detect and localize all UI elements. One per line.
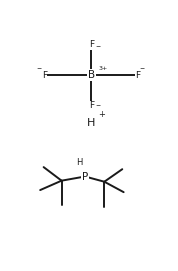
Text: −: − [95,43,100,48]
Text: −: − [95,102,100,107]
Text: F: F [135,71,140,80]
Text: F: F [89,40,94,49]
Text: H: H [76,158,83,167]
Text: −: − [139,65,144,70]
Text: F: F [42,71,47,80]
Text: +: + [98,110,105,119]
Text: −: − [37,65,42,70]
Text: P: P [82,172,88,182]
Text: F: F [89,101,94,110]
Text: H: H [87,118,95,128]
Text: 3+: 3+ [98,66,107,71]
Text: B: B [88,70,95,80]
